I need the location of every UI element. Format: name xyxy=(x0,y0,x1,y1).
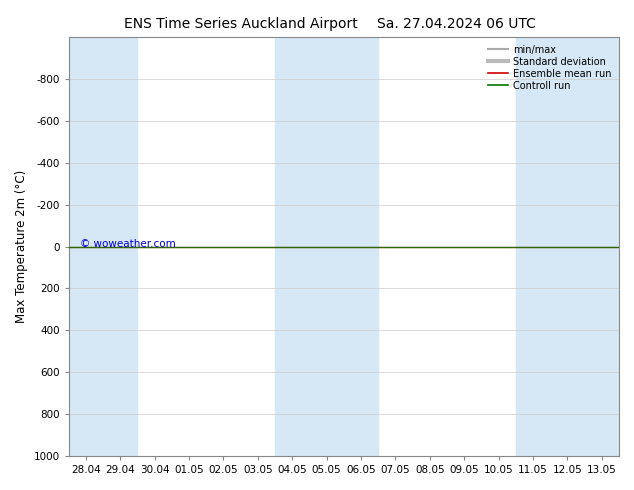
Text: © woweather.com: © woweather.com xyxy=(80,240,176,249)
Bar xyxy=(516,37,550,456)
Bar xyxy=(585,37,619,456)
Text: Sa. 27.04.2024 06 UTC: Sa. 27.04.2024 06 UTC xyxy=(377,17,536,31)
Bar xyxy=(275,37,309,456)
Bar xyxy=(68,37,103,456)
Bar xyxy=(309,37,344,456)
Text: ENS Time Series Auckland Airport: ENS Time Series Auckland Airport xyxy=(124,17,358,31)
Bar xyxy=(550,37,585,456)
Bar xyxy=(103,37,138,456)
Legend: min/max, Standard deviation, Ensemble mean run, Controll run: min/max, Standard deviation, Ensemble me… xyxy=(486,42,614,94)
Bar xyxy=(344,37,378,456)
Y-axis label: Max Temperature 2m (°C): Max Temperature 2m (°C) xyxy=(15,170,28,323)
